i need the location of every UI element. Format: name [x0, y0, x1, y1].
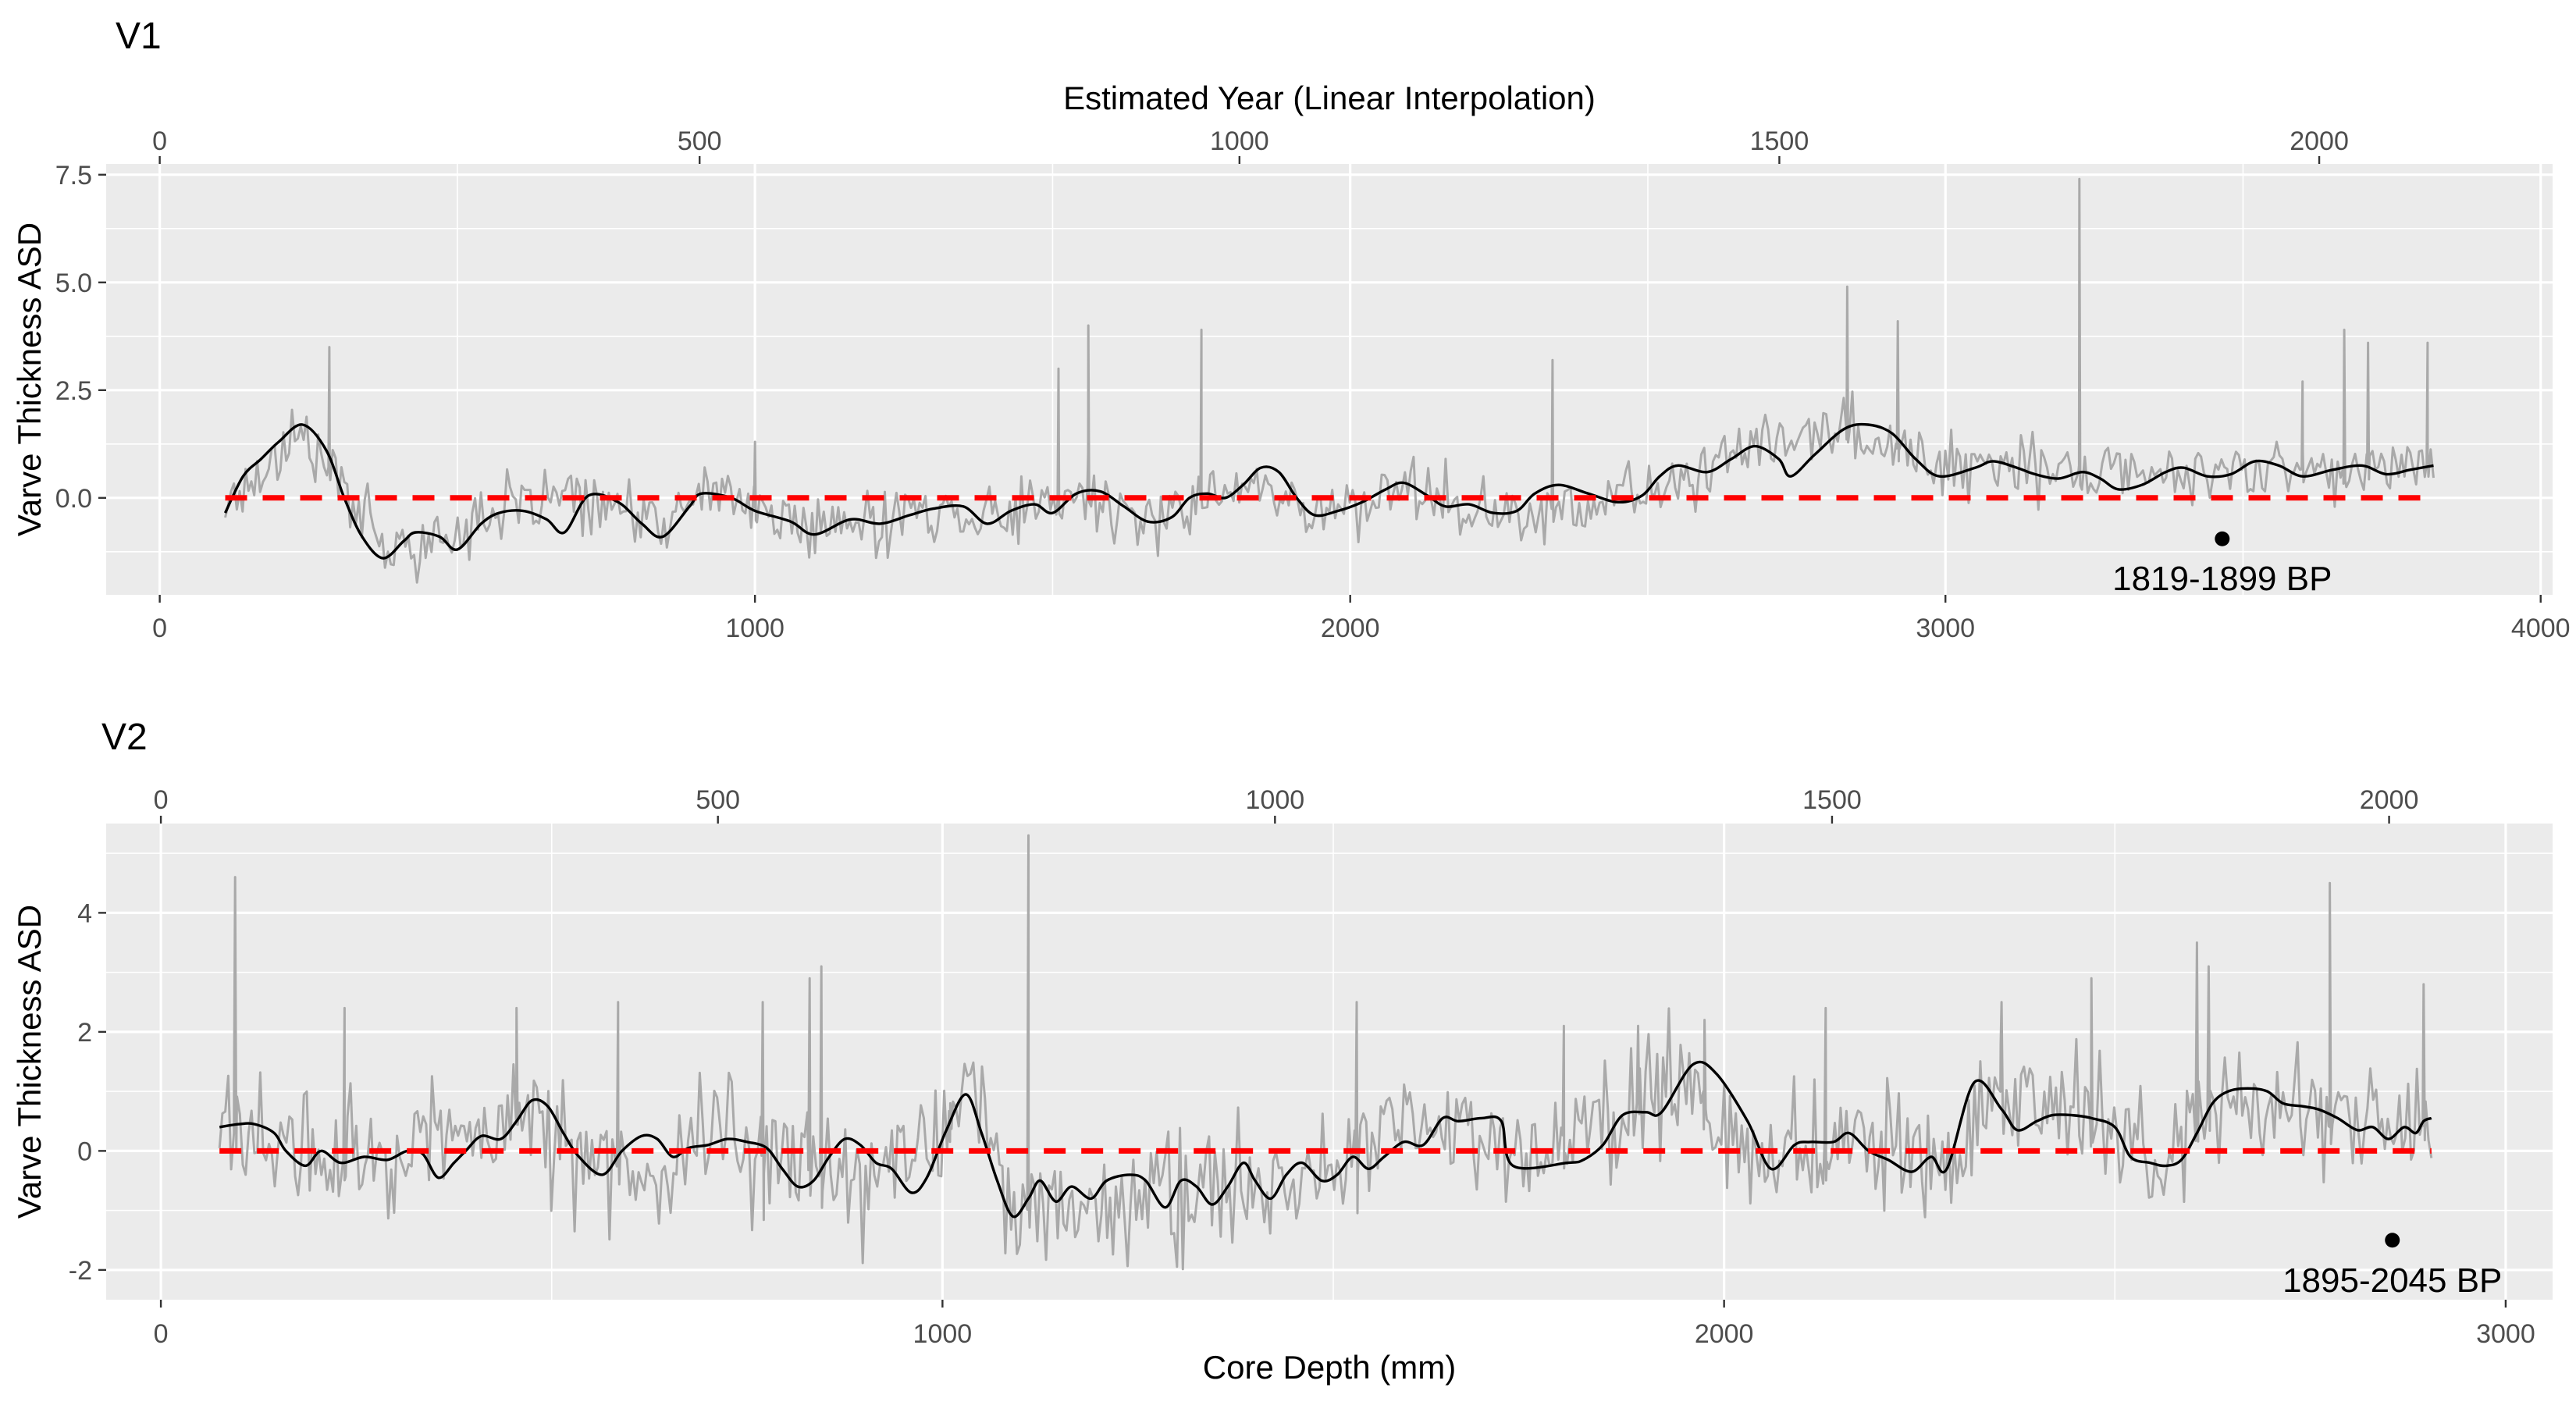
top-axis-tick-label: 500	[678, 126, 722, 156]
top-axis-tick-label: 0	[152, 126, 167, 156]
panel-v2: 1895-2045 BP 0 1000 2000 3000 0 500 1000 1500 200…	[11, 717, 2553, 1386]
x-tick-label: 1000	[913, 1319, 973, 1349]
top-axis-tick-label: 0	[154, 785, 169, 815]
panel-tag: V2	[101, 717, 148, 758]
annotation-label: 1895-2045 BP	[2282, 1261, 2502, 1300]
plot-area	[218, 834, 2433, 1271]
top-axis-tick-label: 1000	[1246, 785, 1305, 815]
plot-area	[223, 177, 2435, 584]
panel-v1: 1819-1899 BP 0 1000 2000 3000 4000 0 500 1000 150…	[11, 16, 2571, 643]
x-tick-label: 4000	[2511, 614, 2571, 643]
x-tick-label: 0	[152, 614, 167, 643]
raw-varve-series	[218, 834, 2433, 1271]
annotation-marker	[2385, 1233, 2400, 1248]
annotation-label: 1819-1899 BP	[2112, 560, 2332, 598]
top-axis-tick-label: 2000	[2290, 126, 2349, 156]
y-tick-label: 7.5	[55, 161, 92, 190]
y-tick-label: 0	[77, 1137, 92, 1166]
x-tick-label: 3000	[1916, 614, 1975, 643]
top-axis-title: Estimated Year (Linear Interpolation)	[1063, 80, 1596, 116]
y-tick-label: 5.0	[55, 269, 92, 298]
y-tick-label: 4	[77, 898, 92, 928]
top-axis-tick-label: 1500	[1750, 126, 1809, 156]
x-tick-label: 2000	[1321, 614, 1380, 643]
x-tick-label: 0	[154, 1319, 169, 1349]
plot-background	[106, 164, 2553, 595]
y-tick-label: 2.5	[55, 376, 92, 406]
y-axis-title: Varve Thickness ASD	[11, 222, 48, 536]
panel-tag: V1	[116, 16, 162, 57]
top-axis-tick-label: 500	[696, 785, 740, 815]
smoothed-trend-line	[223, 422, 2434, 560]
x-tick-label: 1000	[725, 614, 785, 643]
y-tick-label: -2	[69, 1256, 92, 1286]
y-tick-label: 0.0	[55, 484, 92, 514]
top-axis-tick-label: 1000	[1210, 126, 1269, 156]
top-axis-tick-label: 2000	[2360, 785, 2419, 815]
y-tick-label: 2	[77, 1018, 92, 1048]
x-tick-label: 2000	[1695, 1319, 1754, 1349]
top-axis-tick-label: 1500	[1802, 785, 1862, 815]
y-axis-title: Varve Thickness ASD	[11, 905, 48, 1219]
plot-background	[106, 824, 2553, 1300]
x-tick-label: 3000	[2476, 1319, 2535, 1349]
x-axis-title: Core Depth (mm)	[1203, 1349, 1456, 1386]
annotation-marker	[2215, 531, 2230, 546]
